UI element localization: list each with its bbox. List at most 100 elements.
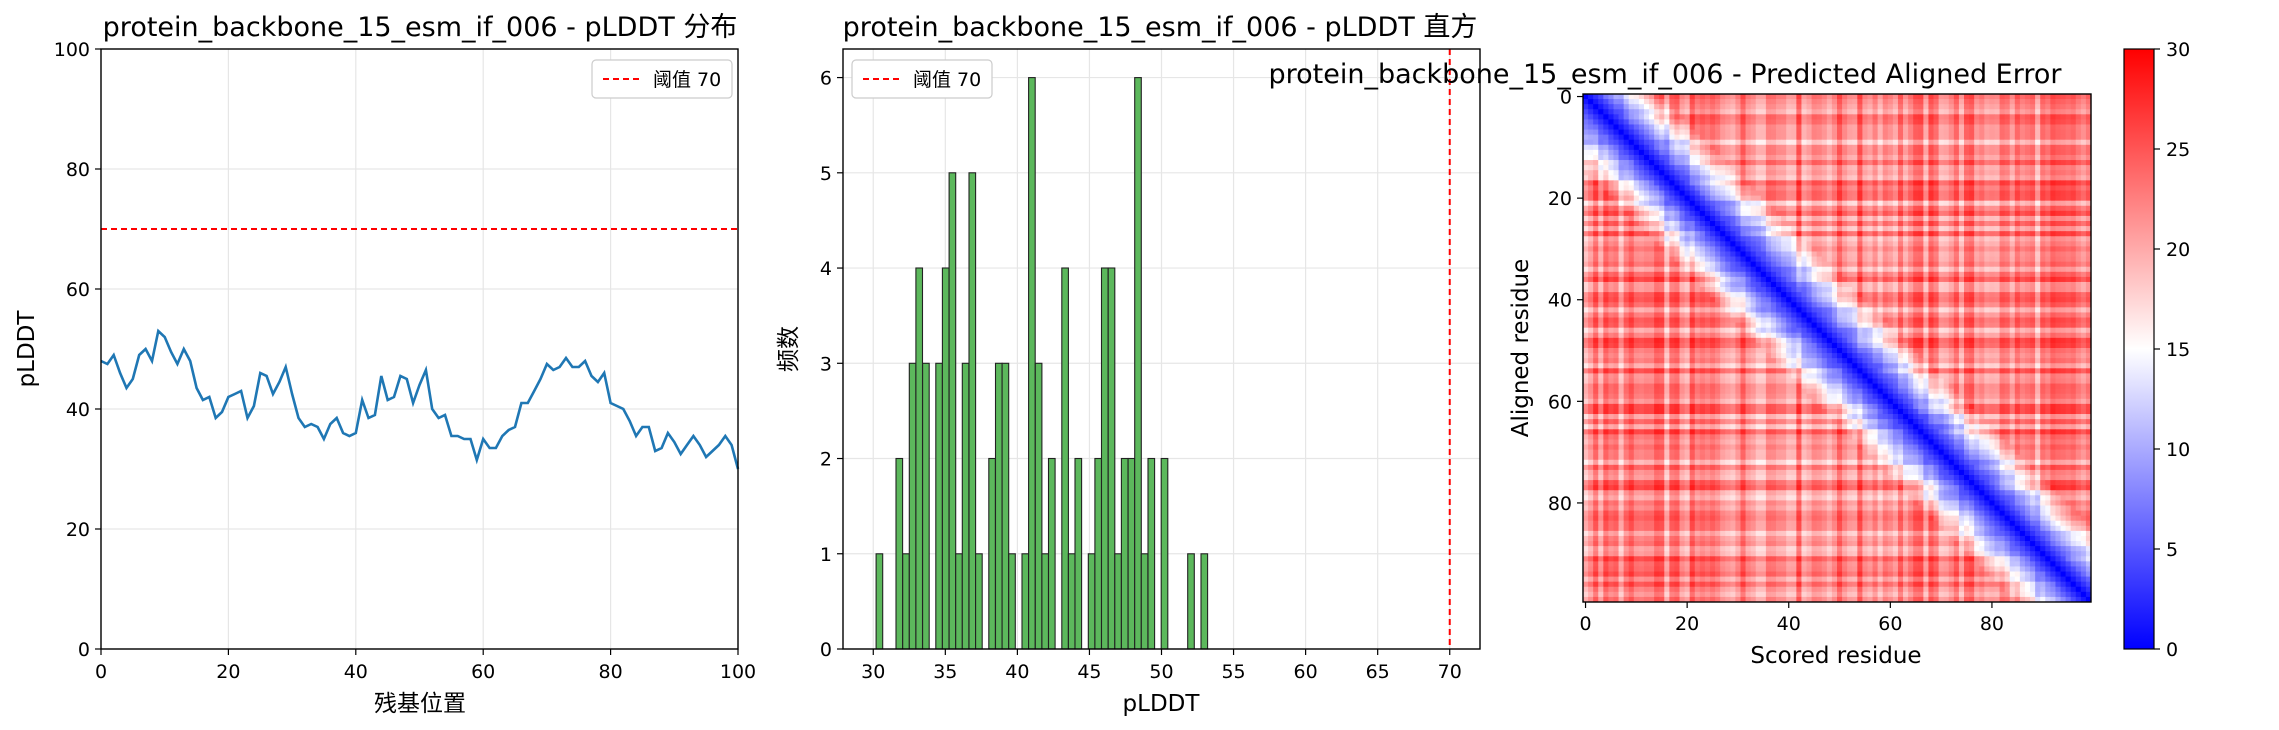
- pae-cell: [1867, 317, 1873, 323]
- pae-cell: [1999, 160, 2006, 166]
- pae-cell: [1643, 281, 1650, 288]
- pae-cell: [1613, 236, 1619, 242]
- pae-cell: [1710, 226, 1716, 232]
- pae-cell: [2030, 221, 2036, 227]
- pae-cell: [1816, 221, 1823, 227]
- pae-cell: [1918, 226, 1924, 232]
- pae-cell: [2030, 195, 2036, 202]
- pae-cell: [1770, 312, 1777, 318]
- pae-cell: [1867, 215, 1873, 222]
- pae-cell: [1633, 144, 1640, 151]
- pae-cell: [1760, 175, 1767, 181]
- pae-cell: [1699, 307, 1706, 313]
- pae-cell: [1837, 251, 1843, 257]
- pae-cell: [1892, 195, 1899, 202]
- pae-cell: [1826, 104, 1833, 110]
- pae-cell: [2024, 302, 2031, 308]
- pae-cell: [2004, 307, 2011, 313]
- pae-cell: [1674, 170, 1680, 176]
- pae-cell: [1598, 236, 1604, 242]
- pae-cell: [1776, 144, 1782, 151]
- pae-cell: [1679, 119, 1685, 125]
- pae-cell: [1974, 251, 1980, 257]
- pae-cell: [1755, 139, 1762, 146]
- pae-cell: [1725, 180, 1731, 186]
- pae-cell: [1776, 287, 1782, 293]
- pae-cell: [2080, 221, 2087, 227]
- pae-cell: [2019, 149, 2026, 156]
- pae-cell: [1857, 292, 1863, 298]
- pae-cell: [1735, 210, 1741, 217]
- pae-cell: [1715, 307, 1721, 313]
- pae-cell: [1897, 109, 1904, 115]
- pae-cell: [1633, 256, 1640, 263]
- pae-cell: [1806, 190, 1812, 196]
- pae-cell: [1684, 287, 1691, 293]
- pae-cell: [1862, 221, 1868, 227]
- pae-cell: [1994, 271, 2000, 278]
- plddt-hist-bar: [935, 362, 943, 650]
- pae-cell: [1628, 297, 1635, 303]
- pae-cell: [1760, 99, 1767, 105]
- pae-cell: [2065, 271, 2072, 278]
- pae-cell: [1989, 236, 1995, 242]
- pae-cell: [2004, 94, 2011, 100]
- pae-cell: [1831, 312, 1838, 318]
- pae-cell: [1740, 114, 1746, 120]
- pae-cell: [1598, 160, 1604, 166]
- pae-cell: [1953, 180, 1960, 186]
- pae-cell: [1704, 124, 1711, 130]
- pae-cell: [1603, 246, 1609, 252]
- pae-cell: [1964, 221, 1970, 227]
- pae-cell: [1770, 139, 1777, 146]
- pae-cell: [2065, 231, 2072, 237]
- pae-cell: [1603, 134, 1609, 141]
- pae-cell: [1710, 281, 1716, 288]
- pae-cell: [1953, 241, 1960, 247]
- pae-cell: [1933, 119, 1939, 125]
- pae-cell: [1710, 231, 1716, 237]
- pae-cell: [1765, 317, 1772, 323]
- pae-cell: [1796, 210, 1802, 217]
- pae-cell: [1943, 215, 1950, 222]
- pae-cell: [1882, 99, 1889, 105]
- pae-cell: [1821, 231, 1828, 237]
- pae-cell: [1699, 160, 1706, 166]
- pae-cell: [2004, 281, 2011, 288]
- pae-cell: [1786, 149, 1792, 156]
- pae-cell: [2080, 94, 2087, 100]
- pae-cell: [1745, 337, 1752, 344]
- pae-cell: [2024, 119, 2031, 125]
- pae-cell: [1948, 302, 1955, 308]
- pae-cell: [1664, 170, 1670, 176]
- pae-cell: [1730, 266, 1736, 273]
- pae-cell: [1928, 281, 1934, 288]
- pae-cell: [1740, 287, 1746, 293]
- pae-cell: [2024, 144, 2031, 151]
- pae-cell: [1745, 200, 1752, 207]
- pae-cell: [1847, 271, 1853, 278]
- pae-cell: [1659, 114, 1665, 120]
- pae-cell: [1643, 322, 1650, 329]
- pae-cell: [1791, 261, 1797, 268]
- pae-cell: [1664, 292, 1670, 298]
- pae-cell: [1847, 170, 1853, 176]
- pae-cell: [1826, 149, 1833, 156]
- pae-cell: [1994, 200, 2000, 207]
- pae-cell: [1588, 124, 1594, 130]
- pae-cell: [1842, 226, 1848, 232]
- pae-cell: [1664, 231, 1670, 237]
- pae-cell: [1770, 129, 1777, 136]
- pae-cell: [1654, 231, 1660, 237]
- pae-cell: [1659, 322, 1665, 329]
- pae-cell: [2004, 139, 2011, 146]
- pae-cell: [1735, 271, 1741, 278]
- pae-cell: [1821, 104, 1828, 110]
- pae-cell: [2024, 149, 2031, 156]
- pae-cell: [2085, 134, 2092, 141]
- pae-cell: [1704, 231, 1711, 237]
- pae-cell: [1918, 332, 1924, 339]
- pae-cell: [1831, 99, 1838, 105]
- pae-cell: [2055, 312, 2061, 318]
- pae-cell: [1826, 307, 1833, 313]
